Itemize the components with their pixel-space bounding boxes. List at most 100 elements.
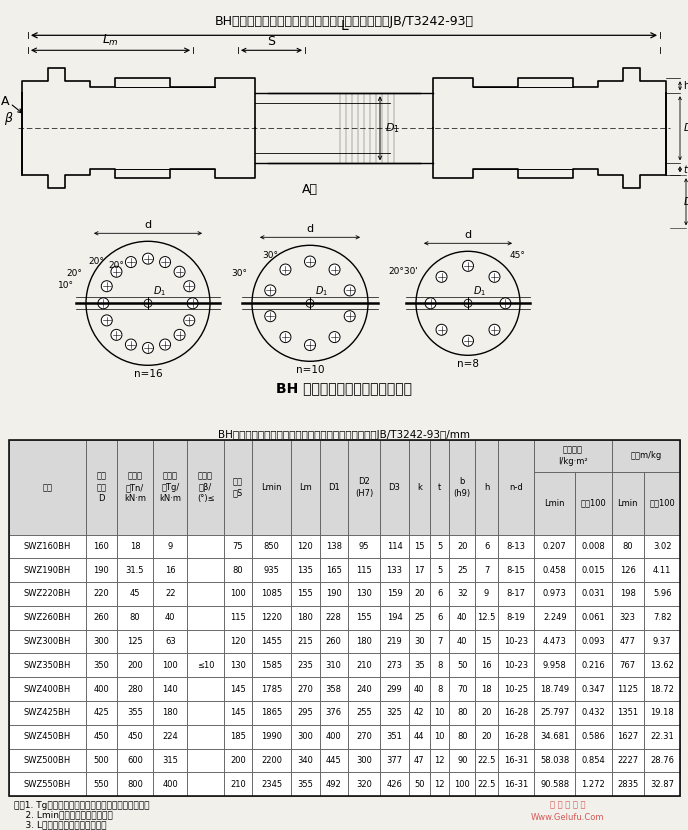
Circle shape: [184, 281, 195, 291]
Bar: [153, 582, 187, 606]
Text: Lmin: Lmin: [261, 483, 282, 492]
Bar: [430, 582, 449, 606]
Bar: [612, 701, 644, 725]
Text: SWZ260BH: SWZ260BH: [23, 613, 71, 622]
Bar: [535, 653, 575, 677]
Text: 16-31: 16-31: [504, 779, 528, 788]
Circle shape: [142, 343, 153, 354]
Text: 34.681: 34.681: [540, 732, 570, 741]
Bar: [9, 749, 86, 773]
Bar: [348, 725, 380, 749]
Bar: [430, 701, 449, 725]
Text: 180: 180: [356, 637, 372, 646]
Bar: [86, 535, 117, 559]
Text: 0.008: 0.008: [581, 542, 605, 551]
Bar: [644, 606, 680, 630]
Bar: [475, 725, 498, 749]
Bar: [612, 559, 644, 582]
Text: 0.458: 0.458: [543, 566, 567, 574]
Text: 30: 30: [414, 637, 424, 646]
Bar: [575, 606, 612, 630]
Bar: [224, 559, 252, 582]
Bar: [535, 559, 575, 582]
Bar: [187, 440, 224, 535]
Bar: [612, 725, 644, 749]
Bar: [224, 653, 252, 677]
Text: 10°: 10°: [58, 281, 74, 290]
Bar: [430, 535, 449, 559]
Bar: [153, 535, 187, 559]
Bar: [498, 559, 535, 582]
Bar: [430, 653, 449, 677]
Text: 450: 450: [127, 732, 143, 741]
Text: 5.96: 5.96: [653, 589, 671, 598]
Bar: [252, 630, 291, 653]
Bar: [187, 773, 224, 796]
Text: 8-19: 8-19: [507, 613, 526, 622]
Circle shape: [111, 266, 122, 277]
Bar: [9, 773, 86, 796]
Bar: [117, 606, 153, 630]
Text: 25: 25: [457, 566, 468, 574]
Circle shape: [305, 339, 316, 350]
Bar: [9, 701, 86, 725]
Text: 198: 198: [620, 589, 636, 598]
Text: 30°: 30°: [231, 269, 247, 278]
Text: 22: 22: [165, 589, 175, 598]
Bar: [575, 701, 612, 725]
Bar: [575, 471, 612, 535]
Bar: [187, 559, 224, 582]
Bar: [86, 773, 117, 796]
Bar: [449, 725, 475, 749]
Text: 10: 10: [434, 708, 445, 717]
Text: 165: 165: [326, 566, 342, 574]
Bar: [380, 630, 409, 653]
Bar: [9, 440, 680, 796]
Bar: [224, 535, 252, 559]
Bar: [430, 440, 449, 535]
Bar: [348, 749, 380, 773]
Bar: [224, 630, 252, 653]
Bar: [449, 773, 475, 796]
Bar: [117, 440, 153, 535]
Text: 9: 9: [168, 542, 173, 551]
Bar: [612, 535, 644, 559]
Text: 155: 155: [297, 589, 313, 598]
Circle shape: [174, 330, 185, 340]
Bar: [252, 535, 291, 559]
Text: 50: 50: [457, 661, 468, 670]
Bar: [475, 701, 498, 725]
Bar: [187, 653, 224, 677]
Text: 400: 400: [162, 779, 178, 788]
Text: 6: 6: [437, 589, 442, 598]
Text: 45°: 45°: [510, 251, 526, 260]
Bar: [117, 559, 153, 582]
Bar: [535, 582, 575, 606]
Text: 2227: 2227: [617, 756, 638, 765]
Text: 400: 400: [94, 685, 109, 694]
Text: 2345: 2345: [261, 779, 282, 788]
Text: 20°: 20°: [66, 269, 82, 278]
Bar: [409, 606, 430, 630]
Bar: [117, 701, 153, 725]
Text: 340: 340: [297, 756, 313, 765]
Bar: [430, 773, 449, 796]
Circle shape: [265, 310, 276, 322]
Bar: [252, 559, 291, 582]
Bar: [86, 749, 117, 773]
Text: 增长100: 增长100: [649, 499, 675, 508]
Text: 180: 180: [162, 708, 178, 717]
Text: BH 型标准伸缩焊接式万向联轴器: BH 型标准伸缩焊接式万向联轴器: [276, 381, 412, 395]
Text: 355: 355: [127, 708, 143, 717]
Text: 20°30': 20°30': [388, 266, 418, 276]
Bar: [380, 582, 409, 606]
Bar: [475, 653, 498, 677]
Bar: [153, 653, 187, 677]
Text: 160: 160: [94, 542, 109, 551]
Text: d: d: [144, 220, 151, 230]
Text: 40: 40: [457, 637, 468, 646]
Bar: [498, 630, 535, 653]
Text: 1627: 1627: [617, 732, 638, 741]
Text: 1220: 1220: [261, 613, 282, 622]
Text: 376: 376: [325, 708, 342, 717]
